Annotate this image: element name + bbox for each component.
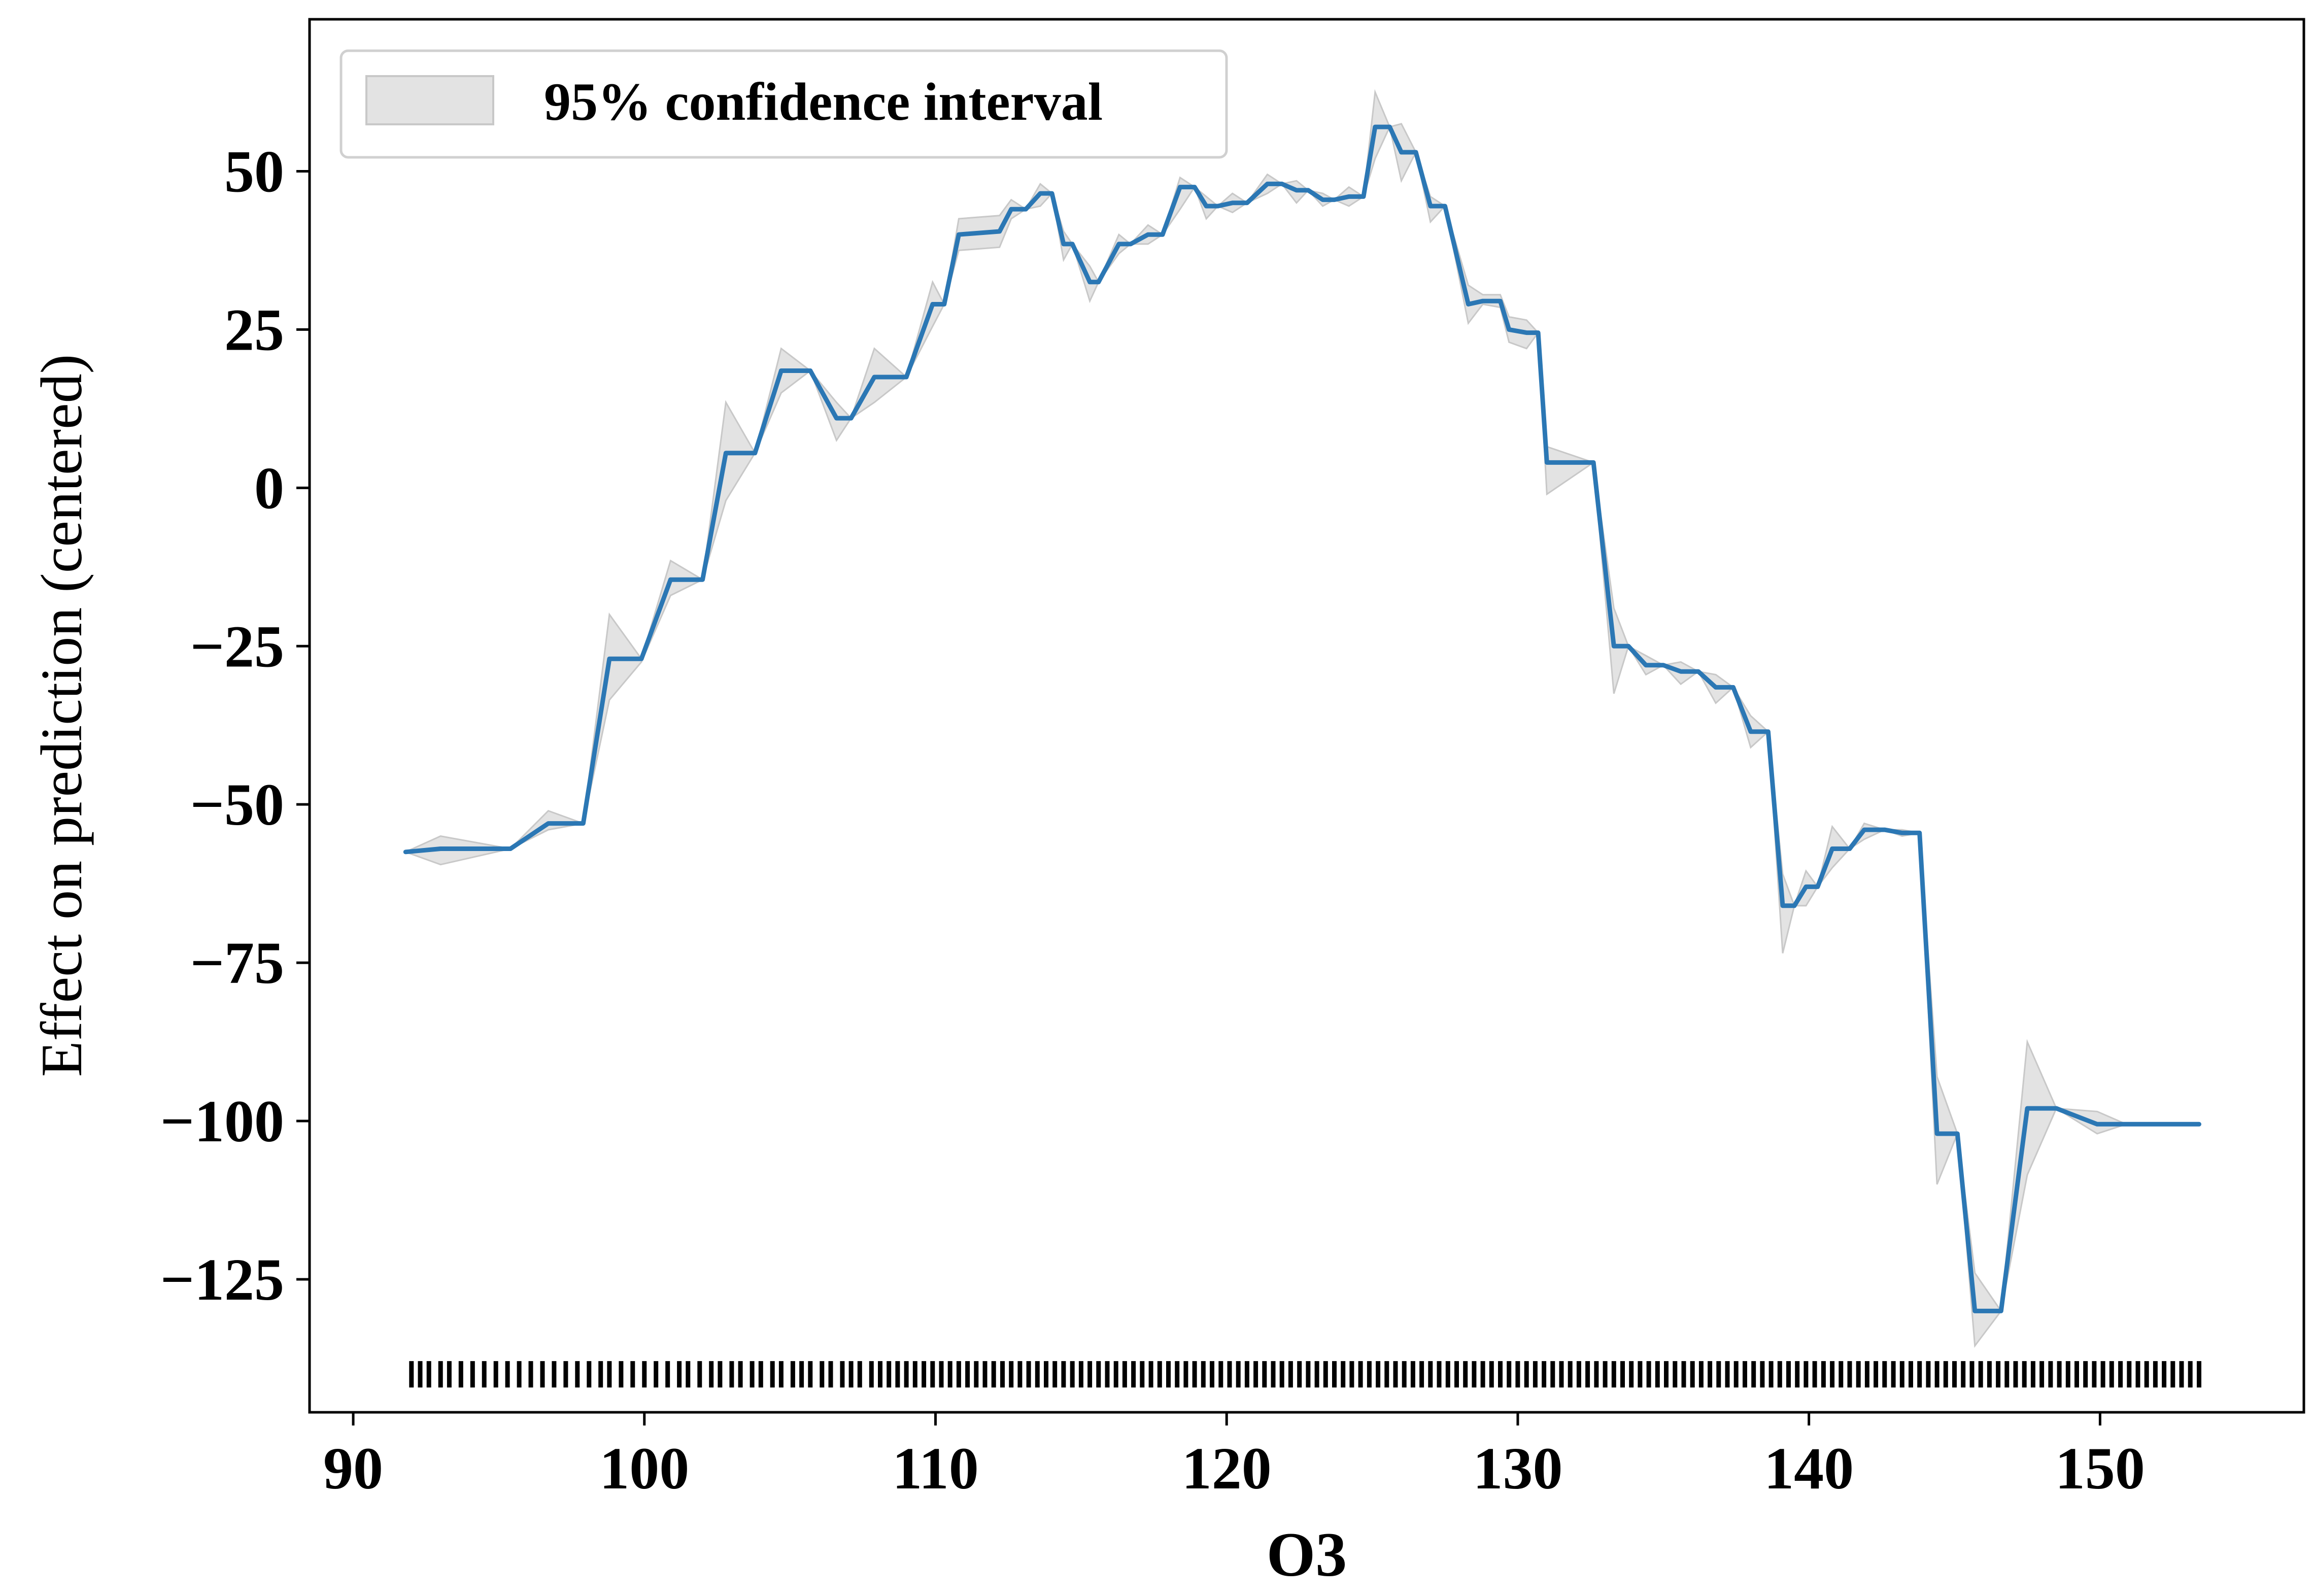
legend-swatch-ci: [365, 75, 494, 125]
effect-line: [403, 124, 2201, 1313]
rug-layer: [409, 1361, 2201, 1388]
line-layer: [403, 124, 2201, 1313]
y-tick-label-7: −125: [160, 1246, 284, 1313]
plot-frame: [308, 18, 2305, 1414]
x-axis: 90 100 110 120 130 140 150: [323, 1412, 2145, 1502]
y-tick-label-3: −25: [190, 613, 284, 680]
y-axis: 50 25 0 −25 −50 −75 −100 −125: [160, 138, 310, 1313]
x-tick-label-3: 120: [1182, 1435, 1272, 1502]
x-axis-label: O3: [1267, 1520, 1347, 1589]
y-tick-label-6: −100: [160, 1088, 284, 1154]
legend-label-ci: 95% confidence interval: [544, 72, 1103, 131]
legend-frame: [339, 49, 1228, 159]
x-tick-label-4: 130: [1473, 1435, 1562, 1502]
y-tick-label-4: −50: [190, 771, 284, 838]
y-tick-label-0: 50: [224, 138, 284, 205]
y-tick-label-1: 25: [224, 296, 284, 363]
x-tick-label-5: 140: [1764, 1435, 1854, 1502]
x-tick-label-1: 100: [599, 1435, 689, 1502]
x-tick-label-6: 150: [2055, 1435, 2145, 1502]
y-axis-label: Effect on prediction (centered): [29, 354, 94, 1077]
y-tick-label-5: −75: [190, 930, 284, 996]
x-tick-label-0: 90: [323, 1435, 383, 1502]
y-tick-label-2: 0: [254, 455, 284, 521]
legend: 95% confidence interval: [339, 49, 1228, 159]
x-tick-label-2: 110: [892, 1435, 979, 1502]
